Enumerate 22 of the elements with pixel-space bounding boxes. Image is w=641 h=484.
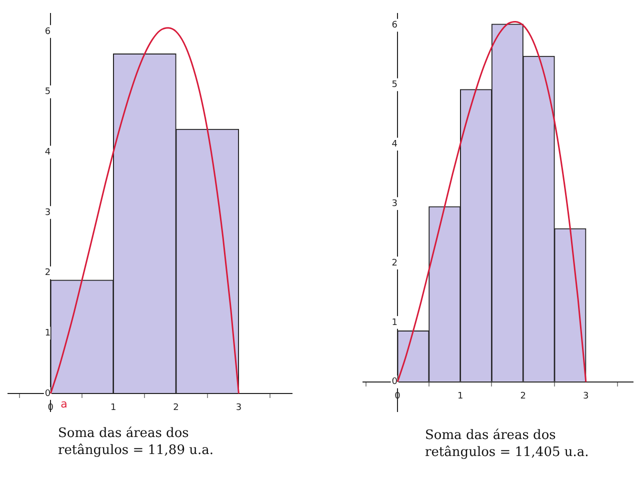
y-tick-label: 6	[44, 26, 51, 37]
x-tick-label: 3	[236, 403, 242, 414]
y-tick-label: 3	[392, 198, 398, 209]
text: Soma das áreas dos retângulos = 11,405 u.a.	[425, 427, 590, 461]
y-tick-label: 3	[44, 208, 51, 218]
y-tick-label: 2	[44, 268, 51, 278]
y-tick-label: 1	[44, 328, 51, 339]
y-tick-label: 4	[392, 139, 398, 150]
y-tick-label: 4	[44, 148, 51, 158]
x-tick-label: 3	[583, 392, 589, 402]
x-tick-label: 2	[520, 392, 526, 402]
x-tick-label: 1	[457, 392, 464, 402]
annotation: a	[60, 398, 68, 410]
y-tick-label: 5	[44, 87, 51, 98]
y-tick-label: 5	[392, 80, 398, 90]
y-tick-label: 0	[392, 377, 398, 388]
y-tick-label: 1	[392, 318, 398, 328]
x-tick-label: 2	[173, 403, 179, 414]
y-tick-label: 6	[392, 20, 398, 31]
text: Soma das áreas dos retângulos = 11,89 u.a.	[58, 425, 214, 459]
x-tick-label: 1	[110, 403, 116, 414]
y-tick-label: 2	[392, 258, 398, 268]
